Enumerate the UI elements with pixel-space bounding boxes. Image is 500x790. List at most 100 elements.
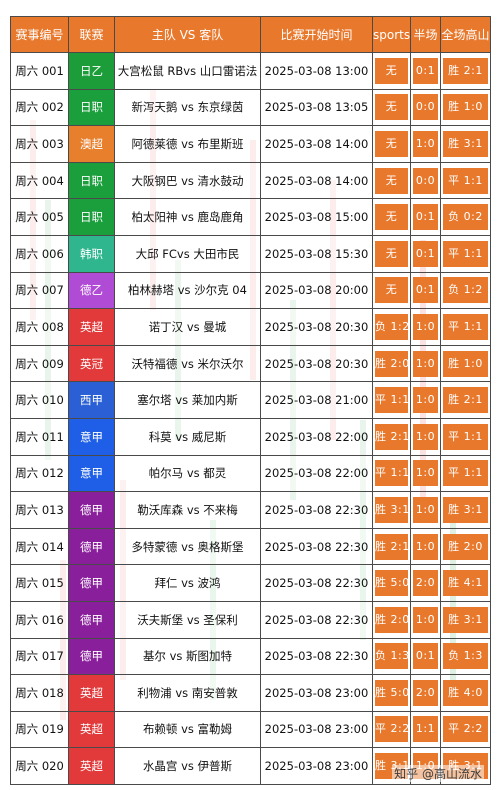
match-id: 周六 018	[15, 685, 64, 700]
full-time-result-cell: 胜 4:1	[440, 564, 491, 602]
header-league: 联赛	[68, 16, 115, 53]
half-time-score-cell: 1:0	[410, 381, 441, 419]
league-badge: 英超	[80, 319, 103, 334]
start-time: 2025-03-08 20:00	[264, 283, 369, 298]
league-badge-cell: 德甲	[68, 491, 115, 529]
match-id-cell: 周六 019	[10, 710, 69, 749]
teams-cell: 大宫松鼠 RBvs 山口雷诺法	[114, 52, 261, 90]
league-badge: 韩职	[80, 246, 103, 261]
full-time-result-cell: 负 1:3	[440, 637, 491, 676]
start-time-cell: 2025-03-08 22:30	[260, 491, 373, 529]
full-time-result-cell: 平 1:1	[440, 417, 491, 456]
start-time-cell: 2025-03-08 21:00	[260, 381, 373, 419]
start-time: 2025-03-08 15:00	[264, 210, 369, 225]
table-row: 周六 010 西甲 塞尔塔 vs 莱加内斯 2025-03-08 21:00 平 1:1…	[10, 381, 491, 419]
half-time-score: 1:0	[413, 313, 438, 340]
league-badge-cell: 英超	[68, 710, 115, 749]
start-time: 2025-03-08 22:00	[264, 429, 369, 444]
match-id: 周六 004	[15, 173, 64, 188]
teams-cell: 沃夫斯堡 vs 圣保利	[114, 600, 261, 639]
half-time-score-cell: 0:1	[410, 271, 441, 310]
start-time-cell: 2025-03-08 20:30	[260, 308, 373, 346]
full-time-result: 胜 2:1	[443, 387, 488, 414]
match-id: 周六 013	[15, 502, 64, 517]
league-badge-cell: 英冠	[68, 344, 115, 383]
full-time-result-cell: 胜 1:0	[440, 88, 491, 127]
match-id-cell: 周六 009	[10, 344, 69, 383]
half-time-score: 0:0	[413, 94, 438, 121]
teams: 柏太阳神 vs 鹿岛鹿角	[131, 210, 244, 225]
half-time-score-cell: 0:1	[410, 637, 441, 676]
match-id: 周六 006	[15, 246, 64, 261]
league-badge: 英超	[80, 722, 103, 737]
teams: 阿德莱德 vs 布里斯班	[131, 136, 244, 151]
sports-result-cell: 负 1:3	[372, 637, 411, 676]
match-id: 周六 007	[15, 283, 64, 298]
teams: 勒沃库森 vs 不来梅	[137, 502, 238, 517]
header-sports: sports	[372, 16, 411, 53]
sports-result-cell: 无	[372, 234, 411, 273]
sports-result: 无	[375, 57, 408, 84]
league-badge-cell: 日职	[68, 88, 115, 127]
match-id: 周六 015	[15, 576, 64, 591]
full-time-result-cell: 平 1:1	[440, 234, 491, 273]
table-row: 周六 012 意甲 帕尔马 vs 都灵 2025-03-08 22:00 平 1:1 1:…	[10, 454, 491, 493]
teams-cell: 多特蒙德 vs 奥格斯堡	[114, 527, 261, 566]
full-time-result-cell: 胜 2:1	[440, 52, 491, 90]
sports-result-cell: 胜 3:1	[372, 491, 411, 529]
teams: 多特蒙德 vs 奥格斯堡	[131, 539, 244, 554]
match-results-table: 赛事编号 联赛 主队 VS 客队 比赛开始时间 sports 半场 全场高山 周…	[10, 16, 491, 785]
half-time-score-cell: 1:0	[410, 125, 441, 163]
teams: 柏林赫塔 vs 沙尔克 04	[128, 283, 247, 298]
teams-cell: 利物浦 vs 南安普敦	[114, 674, 261, 712]
sports-result-cell: 无	[372, 198, 411, 236]
teams: 科莫 vs 威尼斯	[148, 429, 227, 444]
start-time-cell: 2025-03-08 15:00	[260, 198, 373, 236]
teams-cell: 大邱 FCvs 大田市民	[114, 234, 261, 273]
sports-result: 负 1:2	[375, 313, 409, 340]
half-time-score-cell: 1:0	[410, 308, 441, 346]
start-time-cell: 2025-03-08 22:30	[260, 564, 373, 602]
start-time-cell: 2025-03-08 23:00	[260, 710, 373, 749]
start-time: 2025-03-08 13:05	[264, 100, 369, 115]
league-badge: 日职	[80, 210, 103, 225]
table-row: 周六 008 英超 诺丁汉 vs 曼城 2025-03-08 20:30 负 1:2 1:…	[10, 308, 491, 346]
start-time-cell: 2025-03-08 23:00	[260, 747, 373, 785]
match-id-cell: 周六 018	[10, 674, 69, 712]
teams: 沃特福德 vs 米尔沃尔	[131, 356, 244, 371]
full-time-result-cell: 负 0:2	[440, 198, 491, 236]
league-badge-cell: 西甲	[68, 381, 115, 419]
start-time: 2025-03-08 23:00	[264, 685, 369, 700]
sports-result: 无	[375, 130, 408, 157]
start-time-cell: 2025-03-08 13:00	[260, 52, 373, 90]
sports-result: 胜 3:1	[375, 496, 409, 523]
table-row: 周六 003 澳超 阿德莱德 vs 布里斯班 2025-03-08 14:00 无 1:0…	[10, 125, 491, 163]
full-time-result: 负 1:3	[443, 643, 488, 670]
half-time-score: 0:0	[413, 167, 438, 194]
table-row: 周六 018 英超 利物浦 vs 南安普敦 2025-03-08 23:00 胜 5:0…	[10, 674, 491, 712]
match-id-cell: 周六 007	[10, 271, 69, 310]
match-id-cell: 周六 010	[10, 381, 69, 419]
league-badge-cell: 日职	[68, 198, 115, 236]
half-time-score-cell: 1:0	[410, 417, 441, 456]
league-badge-cell: 德甲	[68, 527, 115, 566]
sports-result-cell: 无	[372, 52, 411, 90]
full-time-result: 胜 1:0	[443, 350, 488, 377]
sports-result: 无	[375, 277, 408, 304]
full-time-result: 负 1:2	[443, 277, 488, 304]
half-time-score: 1:0	[413, 423, 438, 450]
match-id-cell: 周六 020	[10, 747, 69, 785]
league-badge: 德甲	[80, 612, 103, 627]
league-badge: 英冠	[80, 356, 103, 371]
full-time-result-cell: 平 1:1	[440, 308, 491, 346]
match-id-cell: 周六 006	[10, 234, 69, 273]
sports-result-cell: 胜 2:1	[372, 417, 411, 456]
league-badge: 西甲	[80, 393, 103, 408]
teams-cell: 科莫 vs 威尼斯	[114, 417, 261, 456]
full-time-result: 平 1:1	[443, 240, 488, 267]
full-time-result-cell: 平 1:1	[440, 454, 491, 493]
teams-cell: 柏林赫塔 vs 沙尔克 04	[114, 271, 261, 310]
teams-cell: 阿德莱德 vs 布里斯班	[114, 125, 261, 163]
table-row: 周六 014 德甲 多特蒙德 vs 奥格斯堡 2025-03-08 22:30 胜 2:…	[10, 527, 491, 566]
match-id: 周六 010	[15, 393, 64, 408]
